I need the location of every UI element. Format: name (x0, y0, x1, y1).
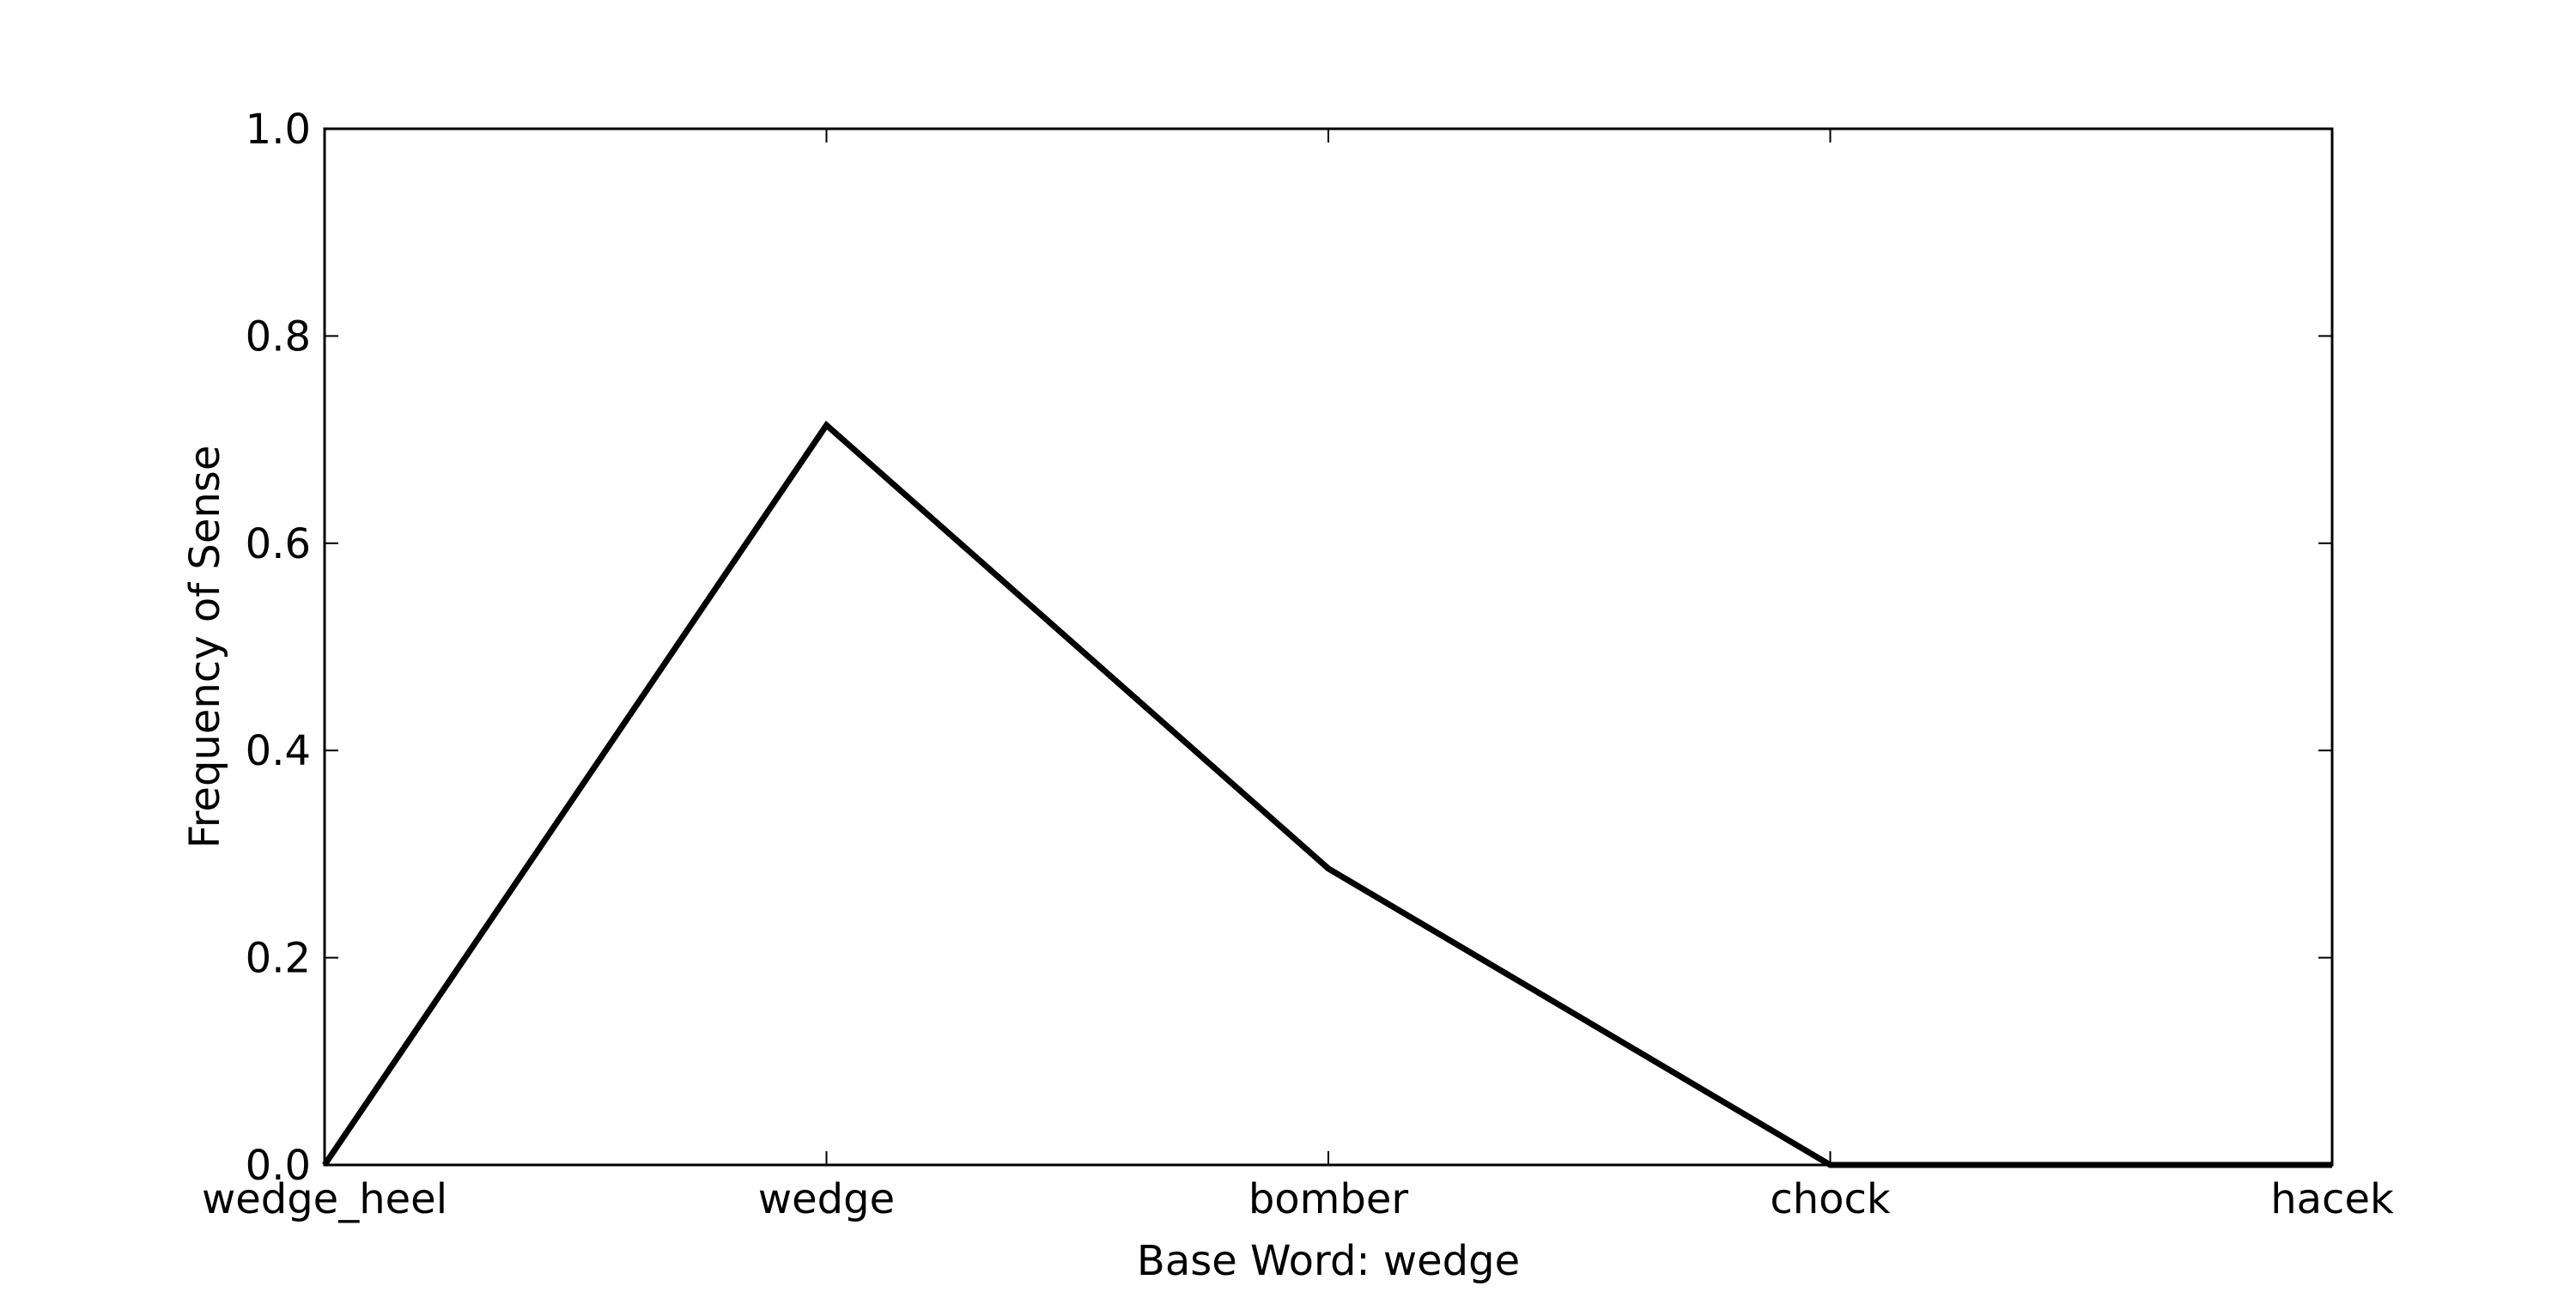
y-tick-label: 1.0 (246, 106, 311, 154)
x-tick-label: wedge (758, 1175, 895, 1223)
x-tick-label: hacek (2270, 1175, 2394, 1223)
y-tick-label: 0.6 (246, 520, 311, 568)
ticks-layer (325, 129, 2332, 1165)
x-axis-label: Base Word: wedge (1137, 1237, 1520, 1285)
plot-frame (325, 129, 2332, 1165)
y-axis-label: Frequency of Sense (181, 446, 229, 849)
series-layer (325, 425, 2332, 1165)
y-tick-label: 0.4 (246, 727, 311, 775)
x-tick-label: chock (1770, 1175, 1891, 1223)
x-tick-label: wedge_heel (202, 1175, 447, 1223)
series-line (325, 425, 2332, 1165)
y-tick-label: 0.8 (246, 312, 311, 361)
y-tick-label: 0.2 (246, 935, 311, 983)
x-tick-label: bomber (1249, 1175, 1409, 1223)
